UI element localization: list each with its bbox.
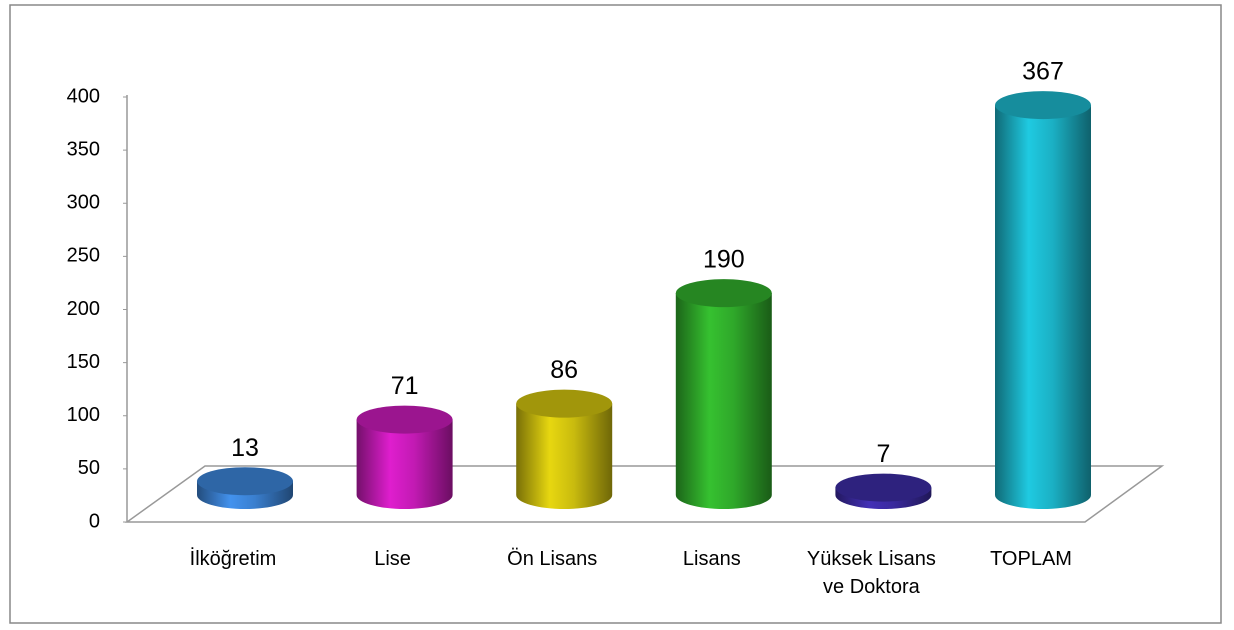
bar: [516, 403, 613, 509]
value-label: 7: [876, 440, 890, 468]
bar: [675, 293, 772, 509]
bar: [995, 105, 1091, 509]
value-label: 367: [1022, 58, 1064, 86]
x-tick-label: Ön Lisans: [507, 548, 598, 570]
bar-top: [835, 473, 932, 502]
x-tick-label: Yüksek Lisans ve Doktora: [806, 548, 936, 598]
y-tick-label: 300: [67, 192, 100, 214]
y-tick-label: 400: [67, 85, 100, 107]
y-tick-label: 350: [67, 138, 100, 160]
value-label: 13: [231, 434, 259, 462]
y-tick-label: 250: [67, 245, 100, 267]
value-label: 190: [703, 246, 745, 274]
bar-top: [675, 279, 772, 308]
value-label: 71: [391, 372, 419, 400]
x-tick-label: İlköğretim: [189, 548, 277, 570]
floor: [124, 465, 1165, 523]
bar-top: [516, 389, 613, 418]
value-label: 86: [550, 356, 578, 384]
bar-top: [197, 467, 293, 496]
bar-top: [995, 91, 1091, 120]
y-tick-label: 50: [78, 457, 100, 479]
bar: [356, 419, 453, 509]
bar-top: [356, 405, 453, 434]
x-tick-label: Lisans: [682, 548, 741, 570]
y-tick-label: 150: [67, 351, 100, 373]
y-tick-label: 200: [67, 298, 100, 320]
x-tick-label: Lise: [374, 548, 411, 570]
border: [9, 4, 1222, 624]
y-tick-label: 0: [89, 510, 100, 532]
x-tick-label: TOPLAM: [990, 548, 1072, 570]
y-tick-label: 100: [67, 404, 100, 426]
